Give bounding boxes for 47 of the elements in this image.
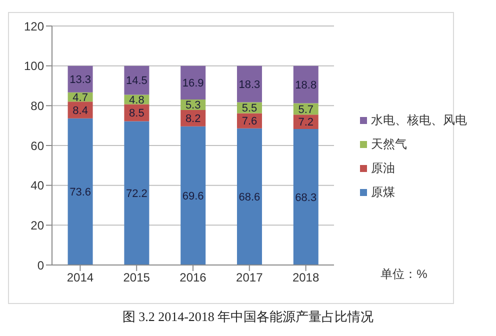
data-label: 5.5 [242,102,258,115]
bar [236,113,262,128]
bar [293,128,318,265]
data-label: 5.3 [185,100,201,112]
x-tick-label: 2015 [123,270,150,285]
text: 图 3.2 2014-2018 年中国各能源产量占比情况 [121,308,375,326]
data-label: 8.2 [185,113,201,126]
data-label: 18.8 [295,79,317,92]
bar [68,118,93,265]
data-label: 69.6 [182,190,204,203]
bar [236,128,262,265]
bar [236,66,262,102]
data-label: 7.6 [242,116,258,128]
y-tick-label: 40 [30,178,44,193]
data-label: 13.3 [70,74,92,86]
data-label: 4.8 [129,94,144,106]
data-label: 68.3 [295,192,317,204]
text: 单位：% [380,266,428,283]
data-label: 7.2 [298,116,314,129]
x-tick-label: 2014 [66,270,94,285]
x-tick-label: 2018 [292,270,320,285]
legend-label: 水电、核电、风电 [371,112,467,128]
y-tick-label: 100 [24,59,44,74]
data-label: 8.4 [72,104,88,117]
y-tick-label: 0 [37,258,44,272]
data-label: 73.6 [70,186,92,199]
legend-label: 天然气 [371,136,407,152]
x-tick-label: 2016 [180,270,207,285]
data-label: 18.3 [238,78,260,91]
data-label: 68.6 [238,192,260,204]
bar [124,121,150,265]
legend-label: 原油 [371,160,395,176]
legend-label: 原煤 [371,184,395,200]
data-label: 4.7 [72,92,88,104]
data-label: 8.5 [129,108,144,120]
bar [180,126,206,265]
y-tick-label: 20 [30,218,44,232]
y-tick-label: 60 [30,138,44,153]
bar [180,66,206,100]
data-label: 14.5 [126,75,148,88]
x-tick-label: 2017 [236,270,264,285]
y-tick-label: 120 [24,19,44,34]
y-tick-label: 80 [30,98,44,113]
data-label: 5.7 [298,104,314,116]
bar [293,66,318,104]
data-label: 16.9 [182,78,204,90]
data-label: 72.2 [126,188,148,200]
